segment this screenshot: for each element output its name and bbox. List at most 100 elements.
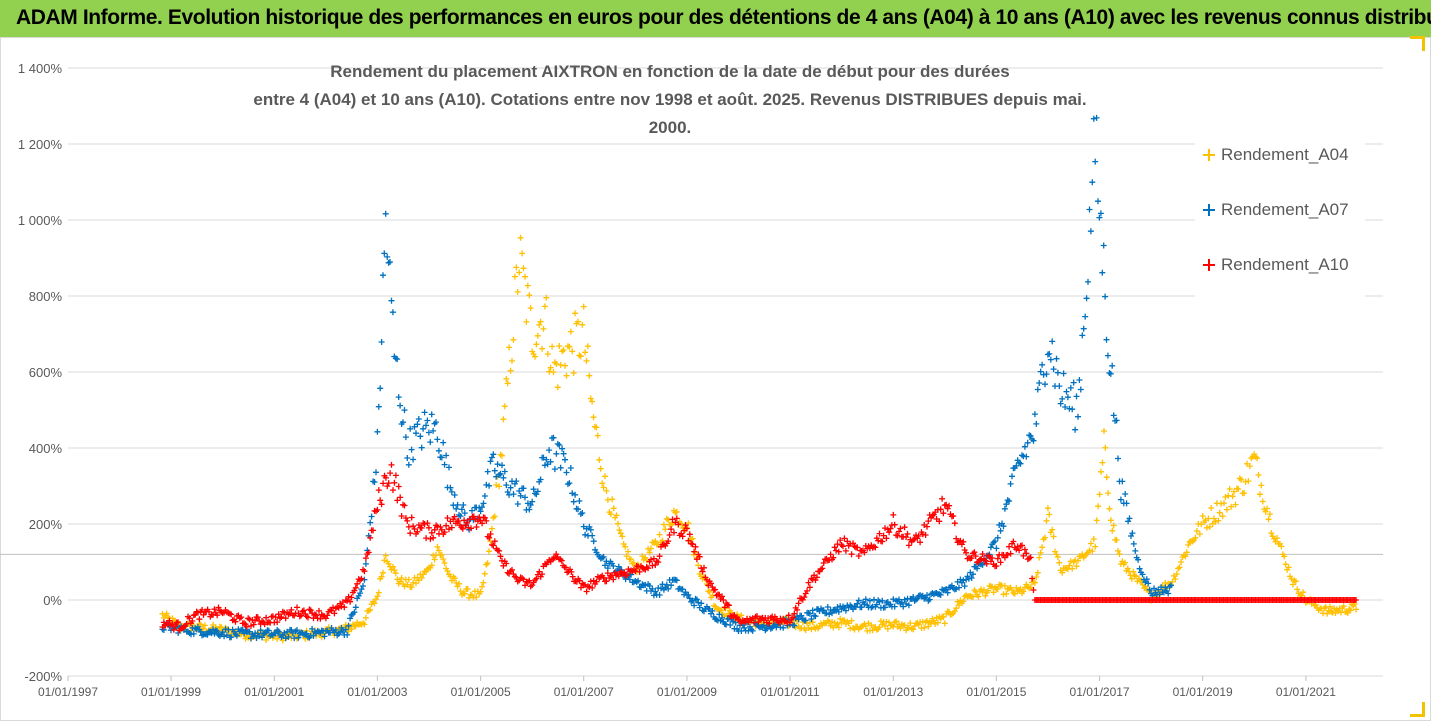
data-point [408,514,415,521]
data-point [374,506,381,513]
data-point [519,250,526,257]
data-point [587,578,594,585]
data-point [556,442,563,448]
data-point [632,568,639,575]
data-point [950,513,957,519]
data-point [362,560,369,567]
data-point [809,619,816,626]
data-point [673,508,680,515]
data-point [616,527,623,533]
data-point [490,514,497,521]
data-point [563,372,570,379]
data-point [695,562,702,569]
data-point [325,624,332,631]
data-point [1096,491,1103,498]
data-point [835,624,842,631]
data-point [358,575,365,582]
data-point [834,620,841,627]
data-point [351,609,358,616]
data-point [576,352,583,359]
data-point [1235,486,1242,492]
data-point [937,506,944,513]
data-point [1000,523,1007,530]
data-point [243,623,250,630]
data-point [1077,386,1084,393]
data-point [876,530,883,537]
data-point [589,398,596,405]
data-point [484,468,491,475]
data-point [371,479,378,485]
data-point [438,551,445,558]
legend-item-a07: Rendement_A07 [1203,195,1349,225]
data-point [1216,509,1223,516]
data-point [522,582,528,589]
data-point [411,526,418,532]
data-point [368,513,375,520]
data-point [208,630,215,637]
data-point [491,467,498,474]
data-point [1029,575,1036,582]
data-point [910,594,917,600]
data-point [932,621,939,627]
data-point [575,506,581,513]
data-point [210,626,216,633]
data-point [583,357,590,364]
y-tick-label: 600% [29,365,63,380]
data-point [877,618,884,625]
data-point [829,618,835,625]
data-point [698,600,705,607]
data-point [435,447,442,454]
data-point [806,584,813,591]
data-point [943,501,950,508]
data-point [421,521,428,527]
data-point [526,577,533,584]
data-point [526,506,533,513]
data-point [549,343,556,350]
data-point [975,593,982,600]
data-point [1274,535,1281,542]
data-point [294,627,300,634]
data-point [1043,371,1050,378]
data-point [1097,210,1104,217]
data-point [539,571,546,578]
data-point [579,321,586,328]
data-point [925,623,932,630]
data-point [365,549,372,556]
data-point [1205,515,1212,522]
data-point [1193,528,1200,534]
data-point [831,544,838,551]
chart-legend: Rendement_A04 Rendement_A07 Rendement_A1… [1195,130,1365,300]
data-point [401,407,408,414]
data-point [367,534,374,541]
data-point [678,520,685,527]
data-point [228,611,235,618]
data-point [582,349,589,356]
data-point [1119,478,1126,485]
data-point [893,597,900,604]
data-point [362,555,369,562]
data-point [924,592,930,599]
data-point [1282,561,1289,568]
data-point [1053,355,1060,362]
data-point [427,535,434,542]
data-point [1236,475,1243,482]
data-point [233,632,240,639]
data-point [1013,462,1020,469]
data-point [377,497,384,504]
data-point [1169,578,1176,585]
data-point [1265,516,1272,523]
data-point [390,487,396,494]
data-point [1001,505,1008,512]
data-point [533,575,540,582]
data-point [501,468,508,475]
data-point [1076,377,1083,383]
data-point [683,525,690,532]
data-point [1049,526,1056,533]
data-point [1289,581,1296,588]
data-point [835,548,842,555]
data-point [557,464,564,471]
data-point [345,622,352,629]
data-point [457,513,464,520]
data-point [994,534,1001,541]
data-point [1086,547,1093,554]
